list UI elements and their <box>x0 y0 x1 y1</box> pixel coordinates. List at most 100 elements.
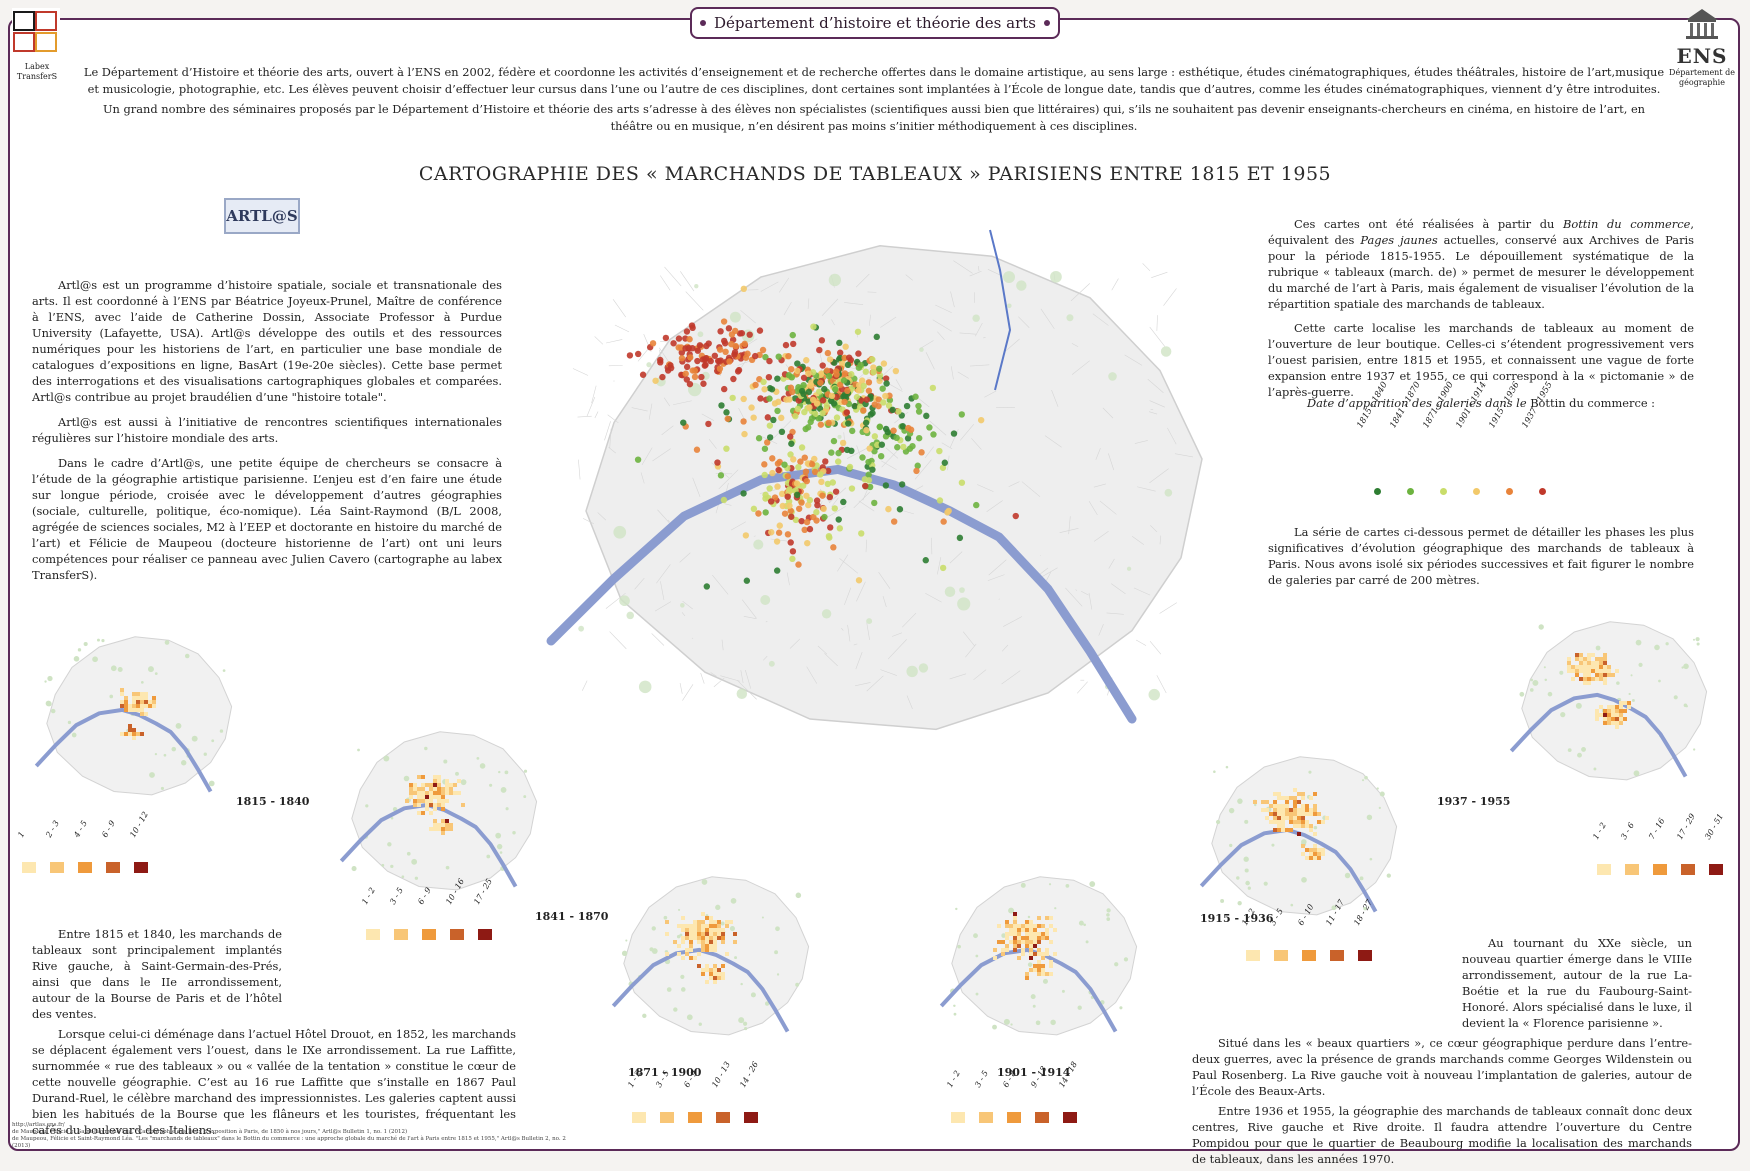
density-cell <box>152 704 156 708</box>
density-cell <box>433 823 437 827</box>
gallery-dot <box>640 372 646 378</box>
density-cell <box>721 940 725 944</box>
density-cell <box>421 811 425 815</box>
density-cell <box>1261 800 1265 804</box>
density-cell <box>997 924 1001 928</box>
density-cell <box>1025 924 1029 928</box>
gallery-dot <box>832 505 838 511</box>
gallery-dot <box>783 342 789 348</box>
density-cell <box>693 920 697 924</box>
density-cell <box>713 980 717 984</box>
density-cell <box>1615 705 1619 709</box>
density-cell <box>1575 673 1579 677</box>
density-cell <box>701 920 705 924</box>
density-cell <box>705 932 709 936</box>
gallery-dot <box>686 336 692 342</box>
gallery-dot <box>726 325 732 331</box>
density-cell <box>136 692 140 696</box>
gallery-dot <box>797 458 803 464</box>
density-cell <box>1053 928 1057 932</box>
gallery-dot <box>869 356 875 362</box>
density-cell <box>1317 812 1321 816</box>
density-cell <box>1293 812 1297 816</box>
density-cell <box>1021 948 1025 952</box>
density-cell <box>1013 916 1017 920</box>
gallery-dot <box>879 385 885 391</box>
density-cell <box>1297 820 1301 824</box>
density-cell <box>733 940 737 944</box>
density-cell <box>1301 804 1305 808</box>
density-cell <box>1305 820 1309 824</box>
text-paragraph: Situé dans les « beaux quartiers », ce c… <box>1192 1035 1692 1099</box>
density-cell <box>1261 808 1265 812</box>
density-cell <box>1025 920 1029 924</box>
density-cell <box>1277 808 1281 812</box>
gallery-dot <box>845 420 851 426</box>
density-cell <box>1615 717 1619 721</box>
gallery-dot <box>712 353 718 359</box>
density-cell <box>693 924 697 928</box>
legend-dot <box>1473 488 1480 495</box>
gallery-dot <box>766 358 772 364</box>
density-cell <box>1301 808 1305 812</box>
gallery-dot <box>692 374 698 380</box>
density-cell <box>1583 677 1587 681</box>
density-cell <box>1623 709 1627 713</box>
gallery-dot <box>788 441 794 447</box>
density-cell <box>441 819 445 823</box>
density-cell <box>701 972 705 976</box>
gallery-dot <box>868 411 874 417</box>
density-cell <box>709 924 713 928</box>
density-cell <box>1265 800 1269 804</box>
gallery-dot <box>894 444 900 450</box>
gallery-dot <box>852 403 858 409</box>
gallery-dot <box>900 444 906 450</box>
gallery-dot <box>786 396 792 402</box>
density-cell <box>1041 968 1045 972</box>
density-cell <box>425 807 429 811</box>
density-cell <box>1049 972 1053 976</box>
density-cell <box>437 823 441 827</box>
density-cell <box>1033 952 1037 956</box>
gallery-dot <box>740 490 746 496</box>
gallery-dot <box>786 486 792 492</box>
gallery-dot <box>951 430 957 436</box>
period-label: 1937 - 1955 <box>1437 795 1510 808</box>
density-cell <box>421 775 425 779</box>
gallery-dot <box>841 399 847 405</box>
reference-link[interactable]: http://artlas.ens.fr/ <box>12 1122 572 1129</box>
gallery-dot <box>913 468 919 474</box>
density-cell <box>1591 653 1595 657</box>
gallery-dot <box>841 377 847 383</box>
gallery-dot <box>862 483 868 489</box>
density-cell <box>1265 808 1269 812</box>
density-cell <box>1029 940 1033 944</box>
gallery-dot <box>827 524 833 530</box>
bottom-left-text: Entre 1815 et 1840, les marchands de tab… <box>32 926 516 1142</box>
density-cell <box>1603 709 1607 713</box>
density-cell <box>717 972 721 976</box>
density-cell <box>1321 848 1325 852</box>
density-cell <box>1033 928 1037 932</box>
density-cell <box>689 932 693 936</box>
density-cell <box>1269 812 1273 816</box>
gallery-dot <box>846 354 852 360</box>
gallery-dot <box>834 371 840 377</box>
gallery-dot <box>814 400 820 406</box>
density-cell <box>709 928 713 932</box>
density-cell <box>1579 665 1583 669</box>
density-cell <box>144 692 148 696</box>
gallery-dot <box>881 360 887 366</box>
department-banner: Département d’histoire et théorie des ar… <box>690 7 1060 39</box>
density-cell <box>1273 828 1277 832</box>
density-cell <box>1297 812 1301 816</box>
density-cell <box>697 928 701 932</box>
gallery-dot <box>890 427 896 433</box>
density-cell <box>1603 713 1607 717</box>
period-map <box>597 860 827 1050</box>
density-cell <box>1297 816 1301 820</box>
legend-dot <box>1374 488 1381 495</box>
density-cell <box>445 799 449 803</box>
gallery-dot <box>835 458 841 464</box>
gallery-dot <box>863 369 869 375</box>
